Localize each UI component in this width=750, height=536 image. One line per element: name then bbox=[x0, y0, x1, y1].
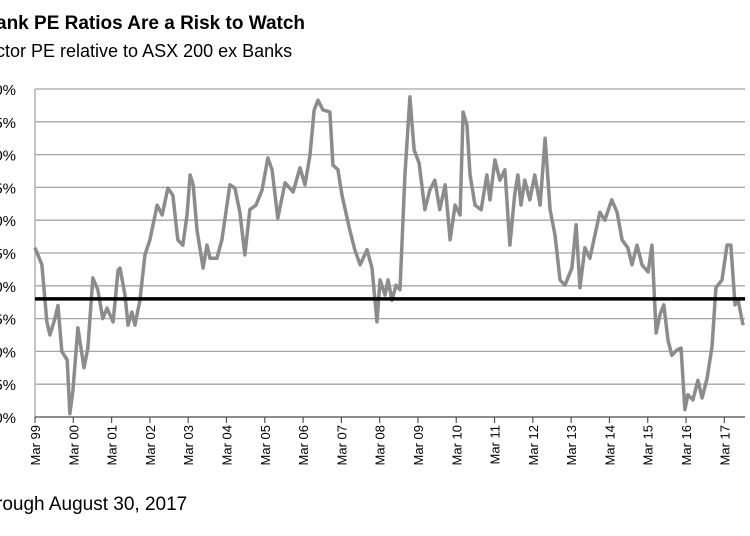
x-tick-label: Mar 05 bbox=[258, 425, 273, 465]
y-tick-label: 0% bbox=[0, 213, 16, 230]
x-tick-label: Mar 15 bbox=[641, 425, 656, 465]
y-tick-label: 5% bbox=[0, 312, 16, 329]
x-tick-label: Mar 12 bbox=[526, 425, 541, 465]
footnote: rough August 30, 2017 bbox=[0, 494, 187, 515]
x-tick-label: Mar 01 bbox=[105, 425, 120, 465]
y-tick-label: 0% bbox=[0, 410, 16, 427]
x-tick-label: Mar 17 bbox=[717, 425, 732, 465]
x-tick-label: Mar 10 bbox=[449, 425, 464, 465]
x-tick-label: Mar 09 bbox=[411, 425, 426, 465]
chart-title: ank PE Ratios Are a Risk to Watch bbox=[0, 13, 305, 34]
x-tick-label: Mar 11 bbox=[488, 425, 503, 465]
x-tick-label: Mar 08 bbox=[373, 425, 388, 465]
x-tick-label: Mar 07 bbox=[334, 425, 349, 465]
x-tick-label: Mar 03 bbox=[181, 425, 196, 465]
x-tick-label: Mar 02 bbox=[143, 425, 158, 465]
chart-subtitle: ctor PE relative to ASX 200 ex Banks bbox=[0, 41, 292, 61]
series-line bbox=[33, 95, 745, 416]
x-tick-label: Mar 04 bbox=[219, 425, 234, 465]
y-tick-label: 0% bbox=[0, 344, 16, 361]
y-tick-label: 0% bbox=[0, 279, 16, 296]
x-tick-label: Mar 14 bbox=[602, 425, 617, 465]
x-tick-label: Mar 13 bbox=[564, 425, 579, 465]
y-tick-label: 0% bbox=[0, 148, 16, 165]
y-tick-label: 5% bbox=[0, 377, 16, 394]
y-tick-label: 5% bbox=[0, 115, 16, 132]
y-tick-label: 5% bbox=[0, 180, 16, 197]
x-tick-label: Mar 06 bbox=[296, 425, 311, 465]
x-tick-label: Mar 16 bbox=[679, 425, 694, 465]
x-tick-label: Mar 00 bbox=[66, 425, 81, 465]
x-tick-label: Mar 99 bbox=[28, 425, 43, 465]
y-tick-label: 0% bbox=[0, 82, 16, 99]
y-tick-label: 5% bbox=[0, 246, 16, 263]
